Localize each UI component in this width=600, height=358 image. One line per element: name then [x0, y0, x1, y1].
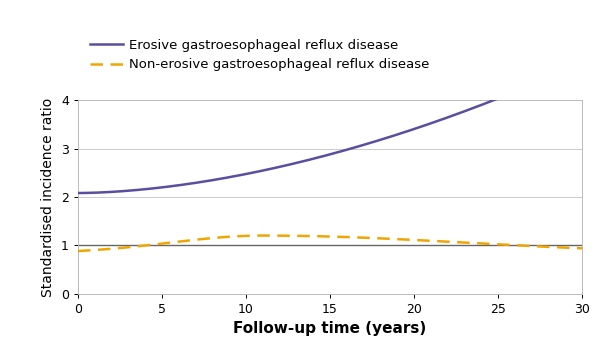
Legend: Erosive gastroesophageal reflux disease, Non-erosive gastroesophageal reflux dis: Erosive gastroesophageal reflux disease,… — [85, 33, 435, 77]
Y-axis label: Standardised incidence ratio: Standardised incidence ratio — [41, 97, 55, 296]
X-axis label: Follow-up time (years): Follow-up time (years) — [233, 321, 427, 336]
